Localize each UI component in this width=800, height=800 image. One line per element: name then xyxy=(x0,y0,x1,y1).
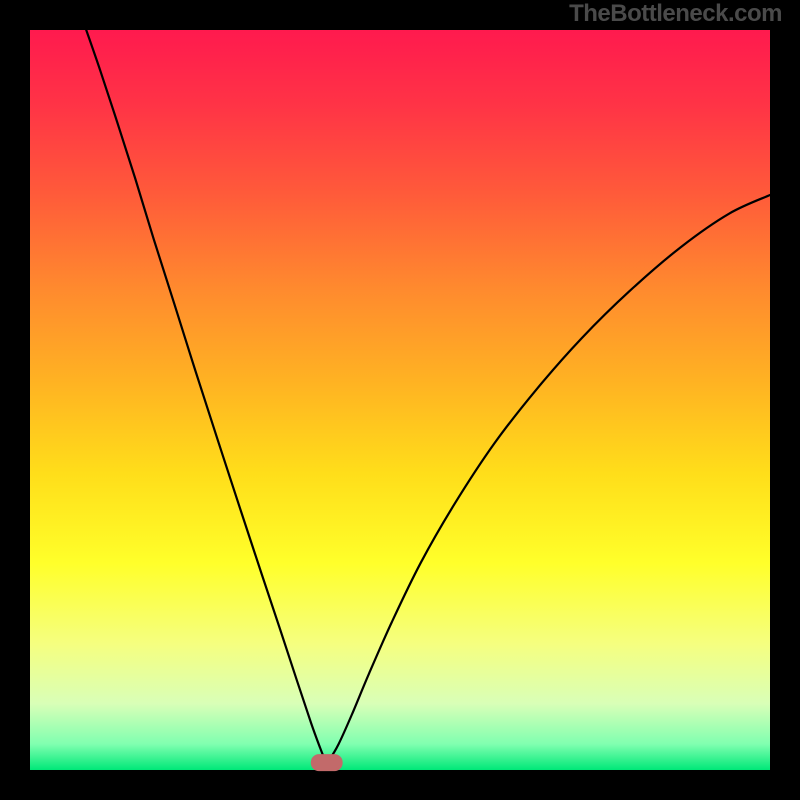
chart-svg xyxy=(0,0,800,800)
plot-gradient-area xyxy=(30,30,770,770)
vertex-marker xyxy=(311,754,343,771)
chart-container: TheBottleneck.com xyxy=(0,0,800,800)
watermark-text: TheBottleneck.com xyxy=(569,0,782,28)
